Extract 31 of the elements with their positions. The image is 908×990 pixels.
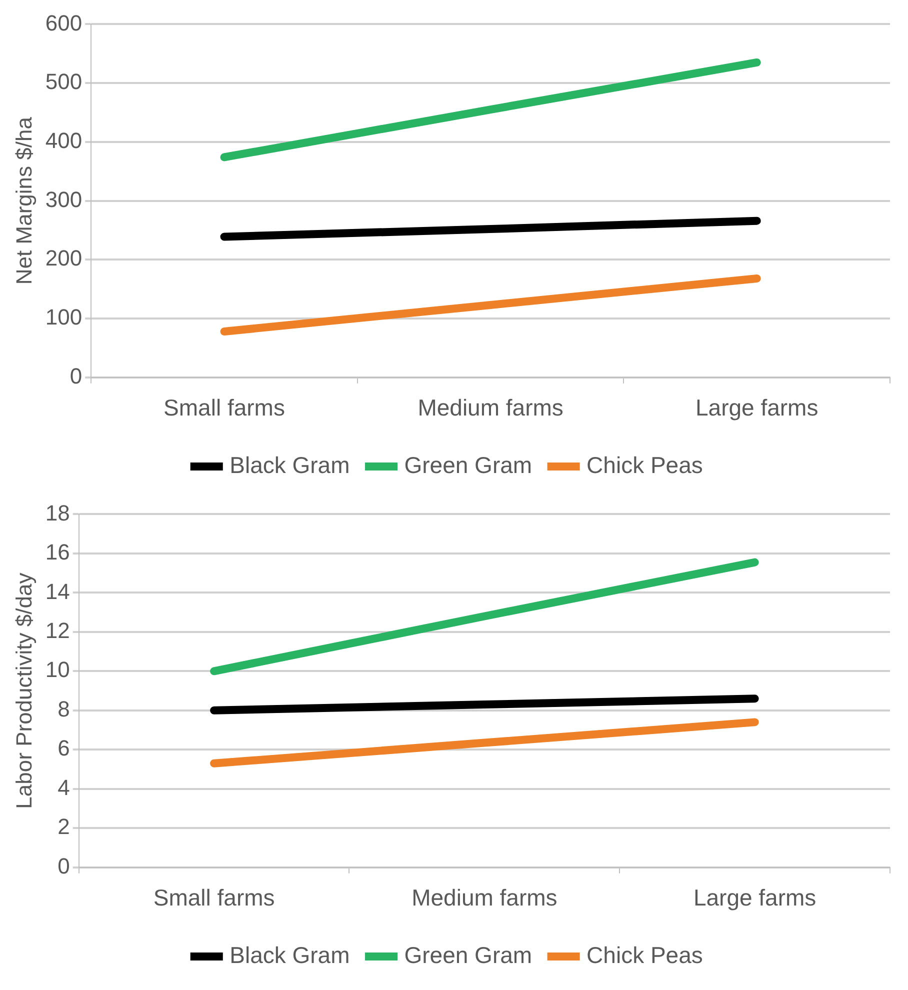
y-tick-label: 500 — [45, 69, 82, 94]
legend-label: Green Gram — [404, 452, 532, 478]
x-tick-label: Large farms — [695, 394, 818, 421]
y-tick-label: 4 — [58, 774, 70, 800]
legend-label: Black Gram — [230, 452, 350, 478]
y-tick-label: 400 — [45, 128, 82, 153]
legend-label: Chick Peas — [586, 942, 703, 968]
y-tick-label: 600 — [45, 10, 82, 36]
y-tick-label: 100 — [45, 304, 82, 330]
y-tick-label: 0 — [58, 853, 70, 878]
x-tick-label: Small farms — [153, 884, 275, 911]
y-tick-label: 14 — [45, 578, 70, 604]
y-tick-label: 16 — [45, 540, 70, 565]
legend-label: Chick Peas — [586, 452, 703, 478]
y-tick-label: 12 — [45, 618, 70, 643]
y-tick-label: 2 — [58, 814, 70, 840]
y-tick-label: 300 — [45, 186, 82, 212]
legend-label: Green Gram — [404, 942, 532, 968]
y-tick-label: 18 — [45, 500, 70, 526]
y-tick-label: 10 — [45, 657, 70, 682]
y-tick-label: 6 — [58, 736, 70, 761]
x-tick-label: Small farms — [164, 394, 285, 421]
y-tick-label: 200 — [45, 246, 82, 271]
y-tick-label: 0 — [70, 363, 82, 388]
y-axis-title: Labor Productivity $/day — [11, 572, 36, 809]
x-tick-label: Large farms — [693, 884, 816, 911]
legend-label: Black Gram — [230, 942, 350, 968]
x-tick-label: Medium farms — [418, 394, 564, 421]
y-tick-label: 8 — [58, 696, 70, 722]
y-axis-title: Net Margins $/ha — [11, 116, 36, 285]
x-tick-label: Medium farms — [412, 884, 558, 911]
